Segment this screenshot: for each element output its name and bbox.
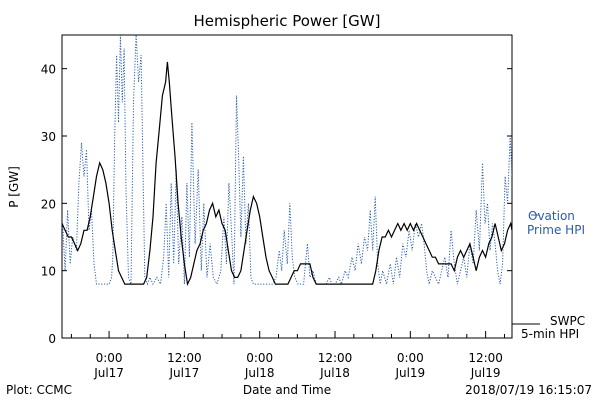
- x-tick-time-label: 0:00: [246, 351, 273, 365]
- ovation-series-line: [62, 35, 512, 286]
- legend-ovation-label-2: Prime HPI: [527, 223, 585, 237]
- footer-credit: Plot: CCMC: [6, 383, 72, 397]
- x-tick-time-label: 12:00: [318, 351, 353, 365]
- legend-ovation-label: Ovation: [528, 209, 575, 223]
- x-tick-time-label: 0:00: [397, 351, 424, 365]
- x-tick-date-label: Jul17: [93, 366, 124, 380]
- x-tick-date-label: Jul19: [394, 366, 425, 380]
- legend-swpc-label-2: 5-min HPI: [521, 327, 579, 341]
- swpc-series-line: [62, 61, 512, 287]
- x-tick-time-label: 12:00: [167, 351, 202, 365]
- y-tick-label: 30: [41, 130, 56, 144]
- plot-frame: [61, 34, 513, 339]
- y-tick-label: 20: [41, 197, 56, 211]
- y-axis-label: P [GW]: [7, 166, 21, 208]
- x-tick-date-label: Jul17: [169, 366, 200, 380]
- y-tick-label: 10: [41, 265, 56, 279]
- footer-timestamp: 2018/07/19 16:15:07: [465, 383, 592, 397]
- chart-title: Hemispheric Power [GW]: [194, 12, 381, 30]
- legend: Ovation Prime HPI SWPC 5-min HPI: [512, 209, 585, 341]
- x-tick-time-label: 12:00: [468, 351, 503, 365]
- x-tick-date-label: Jul18: [319, 366, 350, 380]
- y-tick-label: 0: [48, 332, 56, 346]
- x-tick-date-label: Jul19: [470, 366, 501, 380]
- legend-swpc-label: SWPC: [550, 314, 585, 328]
- y-tick-label: 40: [41, 63, 56, 77]
- x-tick-time-label: 0:00: [96, 351, 123, 365]
- x-tick-date-label: Jul18: [244, 366, 275, 380]
- x-axis-label: Date and Time: [243, 383, 331, 397]
- y-axis: 0 10 20 30 40: [41, 63, 512, 346]
- x-axis: 0:00Jul1712:00Jul170:00Jul1812:00Jul180:…: [70, 331, 505, 380]
